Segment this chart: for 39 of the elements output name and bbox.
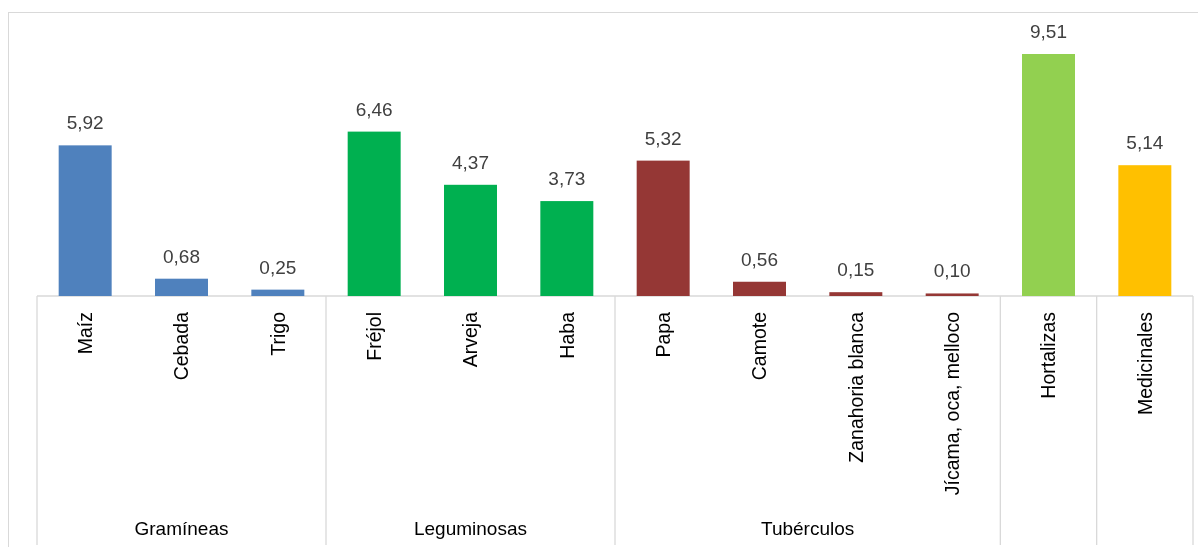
bar xyxy=(1118,165,1172,296)
bar xyxy=(540,201,594,296)
data-label: 0,56 xyxy=(741,248,778,270)
bar xyxy=(925,293,979,296)
text: Tubérculos xyxy=(761,518,855,539)
x-tick-label: Zanahoria blanca xyxy=(844,311,867,463)
bar xyxy=(733,281,786,296)
x-tick-label: Fréjol xyxy=(362,312,385,361)
text: Gramíneas xyxy=(134,518,229,539)
bar xyxy=(444,184,497,296)
x-tick-label: Maíz xyxy=(73,312,96,355)
data-label: 0,10 xyxy=(933,260,971,282)
bar xyxy=(58,145,112,296)
data-label: 4,37 xyxy=(452,151,489,173)
x-tick-label: Cebada xyxy=(170,311,193,381)
x-tick-label: Jícama, oca, melloco xyxy=(940,311,963,496)
bar xyxy=(347,131,401,296)
bar xyxy=(829,292,883,296)
bar xyxy=(1022,54,1075,296)
data-label: 9,51 xyxy=(1030,21,1067,42)
data-label: 6,46 xyxy=(355,98,393,120)
x-tick-label: Papa xyxy=(651,311,674,358)
data-label: 5,32 xyxy=(644,127,682,149)
x-tick-label: Trigo xyxy=(266,311,289,356)
text: Leguminosas xyxy=(413,518,528,539)
x-tick-label: Haba xyxy=(555,311,578,359)
bar xyxy=(155,278,208,296)
data-label: 0,25 xyxy=(259,256,297,278)
x-tick-label: Camote xyxy=(748,312,771,381)
data-label: 3,73 xyxy=(548,168,586,190)
data-label: 5,92 xyxy=(66,112,104,134)
x-tick-label: Medicinales xyxy=(1133,311,1156,415)
x-tick-label: Hortalizas xyxy=(1037,311,1060,399)
data-label: 5,14 xyxy=(1126,132,1164,154)
bar xyxy=(636,160,690,296)
bar xyxy=(251,289,305,296)
x-tick-label: Arveja xyxy=(459,311,482,368)
data-label: 0,68 xyxy=(163,245,200,267)
data-label: 0,15 xyxy=(837,259,875,281)
